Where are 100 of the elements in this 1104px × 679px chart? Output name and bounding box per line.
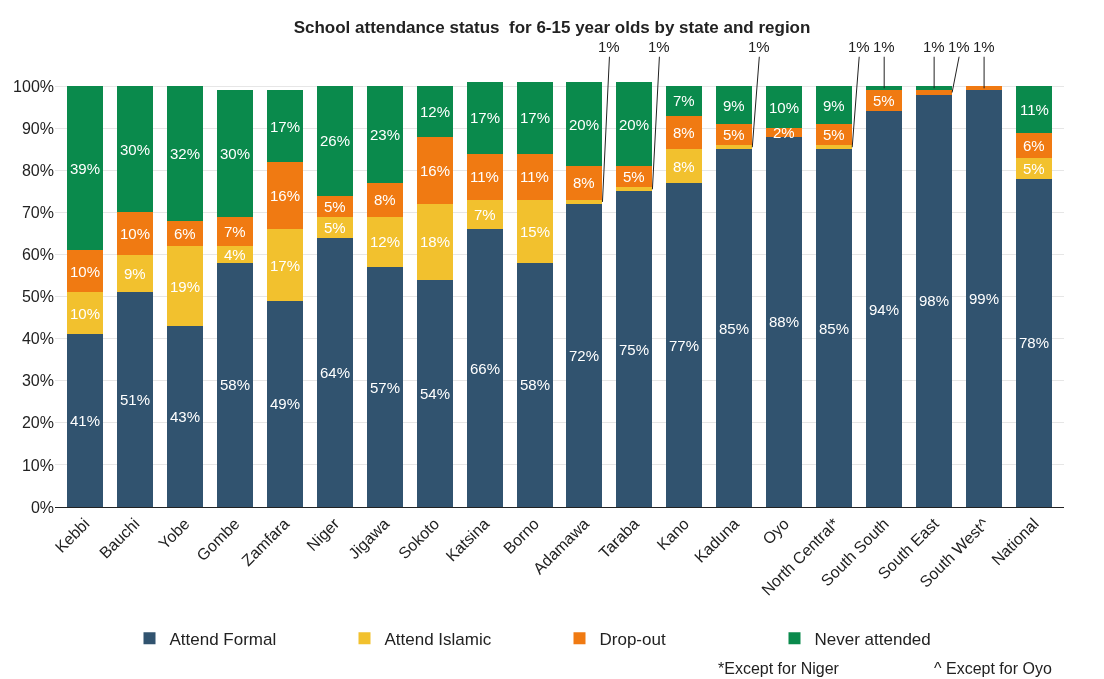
data-label: 2% [773,124,795,141]
data-label: 11% [470,168,499,185]
data-label: 17% [270,118,301,135]
bar [366,86,403,183]
bar [816,145,853,150]
data-label: 8% [673,124,695,141]
bar [116,86,153,213]
bar [516,262,553,507]
data-label: 10% [70,305,101,322]
bar [616,187,653,192]
data-label: 17% [270,257,301,274]
y-tick-label: 90% [21,119,54,137]
bar [166,86,203,221]
data-label: 16% [270,187,301,204]
data-label: 8% [374,191,396,208]
data-label: 85% [819,320,850,337]
data-label: 41% [70,412,101,429]
bar [216,90,253,217]
bar [116,212,153,255]
bar [816,149,853,507]
data-label: 23% [370,126,401,143]
data-label: 98% [919,292,950,309]
data-label: 26% [320,132,351,149]
data-label: 15% [520,223,551,240]
data-label: 5% [873,92,895,109]
x-tick-label: Yobe [155,514,193,553]
bar [116,292,153,507]
bar [816,86,853,125]
data-label: 78% [1019,334,1050,351]
data-label: 4% [224,246,246,263]
data-label: 16% [420,162,451,179]
bar [966,90,1003,507]
data-label: 9% [723,97,745,114]
y-tick-label: 0% [30,498,54,516]
data-label: 6% [1023,137,1045,154]
bar [866,111,903,507]
data-label: 7% [224,223,246,240]
bar [216,262,253,507]
data-label: 12% [420,103,451,120]
bar [866,86,903,91]
bar [416,86,453,137]
legend-label: Drop-out [599,629,666,649]
bar [416,136,453,205]
data-label: 9% [124,265,146,282]
bar [366,267,403,507]
bar [666,182,703,507]
bar [616,82,653,167]
bar [566,204,603,507]
y-tick-label: 80% [21,161,54,179]
bar [916,86,953,91]
bar [466,229,503,507]
data-label: 58% [520,376,551,393]
y-tick-label: 30% [21,372,54,390]
bar [716,149,753,507]
data-label: 5% [1023,160,1045,177]
bar [366,216,403,268]
data-label: 12% [370,233,401,250]
text: ^ Except for Oyo [934,660,1052,677]
data-label: 39% [70,160,101,177]
data-label: 1% [748,38,770,55]
data-label: 1% [873,38,895,55]
data-label: 1% [923,38,945,55]
data-label: 1% [973,38,995,55]
data-label: 5% [324,219,346,236]
bar [566,82,603,167]
legend-label: Attend Islamic [384,629,492,649]
data-label: 10% [120,225,151,242]
data-label: 1% [648,38,670,55]
text: *Except for Niger [718,660,840,677]
bar [916,90,953,95]
data-label: 1% [948,38,970,55]
data-label: 17% [520,109,551,126]
legend-label: Attend Formal [169,629,277,649]
data-label: 32% [170,145,201,162]
data-label: 7% [474,206,496,223]
data-label: 99% [969,290,1000,307]
data-label: 1% [598,38,620,55]
data-label: 17% [470,109,501,126]
data-label: 11% [1020,101,1049,118]
bar [416,204,453,280]
y-tick-label: 10% [21,456,54,474]
bar [466,153,503,200]
data-label: 6% [174,225,196,242]
bar [716,145,753,150]
bar [466,82,503,154]
bar [1016,86,1053,133]
data-label: 30% [120,141,151,158]
data-label: 5% [723,126,745,143]
data-label: 9% [823,97,845,114]
bar [766,136,803,507]
bar [166,246,203,327]
data-label: 19% [170,278,201,295]
bar [66,334,103,507]
bar [966,86,1003,91]
bar [516,82,553,154]
data-label: 10% [769,99,800,116]
data-label: 5% [823,126,845,143]
data-label: 49% [270,395,301,412]
data-label: 5% [324,198,346,215]
bar [266,90,303,162]
